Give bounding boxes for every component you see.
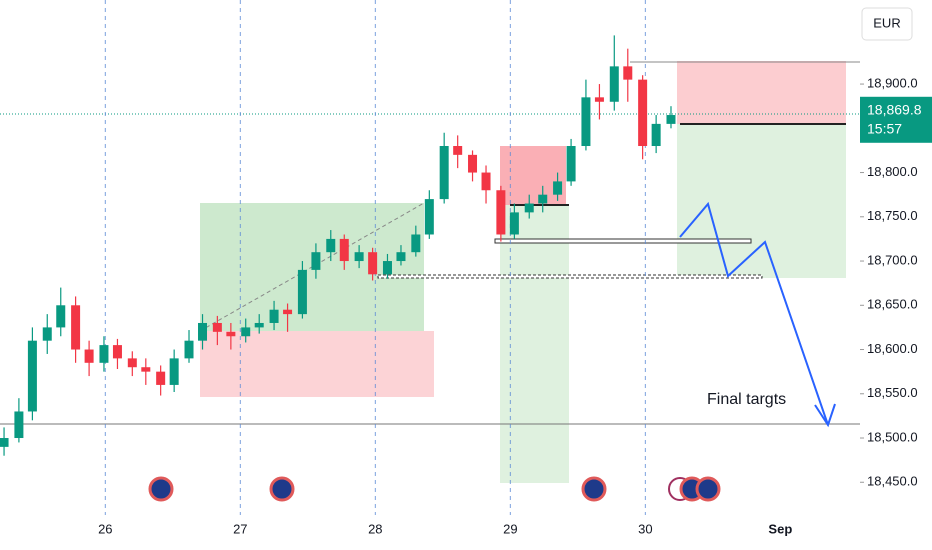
profit-zone [500, 205, 569, 483]
candle-body [354, 252, 364, 262]
candle-body [411, 234, 421, 253]
x-tick-label: 27 [233, 521, 247, 536]
candle-body [524, 203, 534, 213]
candle-body [169, 358, 179, 385]
currency: EUR [873, 15, 900, 30]
y-tick-label: 18,500.0 [867, 429, 918, 444]
loss-zone [677, 61, 846, 124]
candle-body [311, 252, 321, 270]
loss-zone [200, 331, 434, 397]
x-tick-label: 29 [503, 521, 517, 536]
plot [0, 0, 676, 515]
x-tick-label: 28 [368, 521, 382, 536]
candle-body [297, 269, 307, 315]
overlay: Final targts EUR [148, 7, 913, 502]
x-tick-label: 26 [98, 521, 112, 536]
candle-body [254, 322, 264, 328]
candle-body [468, 154, 478, 173]
candle-body [99, 345, 109, 363]
candle-body [496, 190, 506, 235]
candle-body [127, 358, 137, 368]
event-icon[interactable] [148, 476, 174, 502]
candle-body [112, 345, 122, 359]
candle-body [424, 199, 434, 235]
candle-body [226, 331, 236, 337]
candle-body [481, 172, 491, 191]
candle-body [594, 97, 604, 102]
candle-body [283, 309, 293, 315]
candle-body [453, 146, 463, 155]
profit-zone [677, 124, 846, 278]
candle-body [241, 327, 251, 337]
candle-body [339, 238, 349, 262]
y-tick-label: 18,550.0 [867, 385, 918, 400]
candle-body [326, 238, 336, 253]
y-tick-label: 18,700.0 [867, 252, 918, 267]
arrow-head [814, 403, 836, 428]
level-box [377, 274, 763, 279]
candle-body [538, 194, 548, 204]
candle-body [666, 115, 676, 124]
candle-body [396, 252, 406, 262]
countdown: 15:57 [867, 120, 902, 136]
level-box [494, 238, 752, 244]
candle-body [581, 97, 591, 147]
y-tick-label: 18,750.0 [867, 208, 918, 223]
candle-body [651, 123, 661, 147]
drawings [0, 61, 860, 483]
candle-body [638, 79, 648, 147]
event-icon[interactable] [269, 476, 295, 502]
candle-body [609, 66, 619, 102]
candle-body [84, 349, 94, 363]
price-label-box [860, 96, 932, 143]
y-tick-label: 18,600.0 [867, 341, 918, 356]
candle-body [368, 252, 378, 275]
candle-body [27, 340, 37, 412]
candle-body [269, 309, 279, 323]
candle-body [198, 322, 208, 341]
candle-body [212, 322, 222, 332]
candle-body [14, 411, 24, 439]
event-icons [148, 476, 721, 502]
candle-body [56, 305, 66, 328]
candle-body [71, 305, 81, 350]
event-icon[interactable] [695, 476, 721, 502]
candle-body [42, 327, 52, 341]
x-tick-label: Sep [768, 521, 792, 536]
y-tick-label: 18,450.0 [867, 474, 918, 489]
candle-body [553, 181, 563, 195]
projection-arrow [679, 201, 829, 426]
annotation: Final targts [707, 391, 786, 408]
price-label: 18,869.8 [867, 101, 922, 117]
candle-body [566, 146, 576, 182]
currency-button[interactable] [861, 7, 913, 41]
candle-body [509, 212, 519, 235]
candle-body [141, 367, 151, 372]
event-icon[interactable] [581, 476, 607, 502]
y-tick-label: 18,650.0 [867, 297, 918, 312]
candle-body [156, 371, 166, 385]
y-tick-label: 18,800.0 [867, 164, 918, 179]
candle-body [382, 261, 392, 275]
x-tick-label: 30 [638, 521, 652, 536]
loss-zone [500, 146, 566, 205]
candle-body [184, 340, 194, 359]
candle-body [0, 438, 9, 447]
candle-body [623, 66, 633, 80]
candle-body [439, 146, 449, 200]
y-tick-label: 18,900.0 [867, 76, 918, 91]
